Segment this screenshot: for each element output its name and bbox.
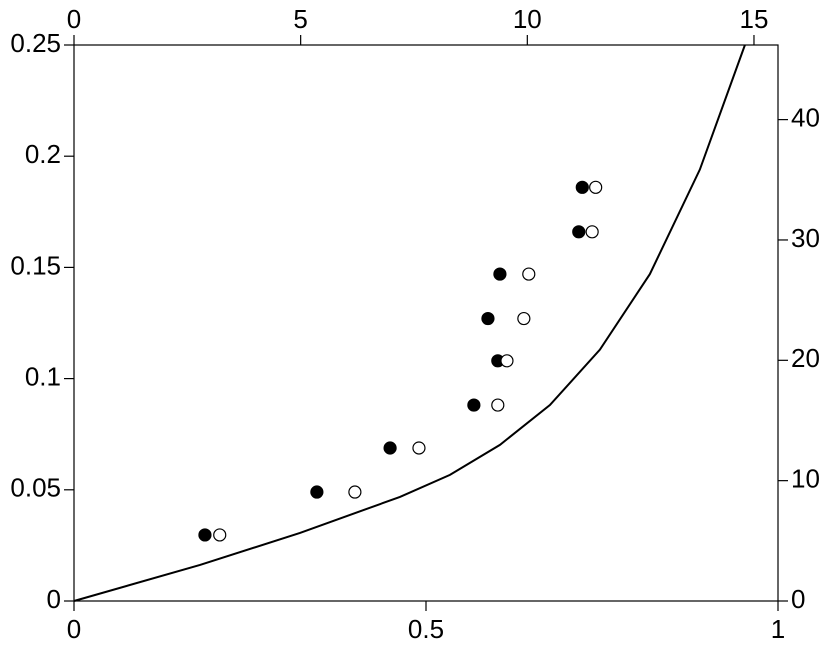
filled-point [198, 528, 212, 542]
open-point [585, 225, 599, 239]
x2-tick-label: 0 [67, 4, 81, 34]
filled-point [383, 441, 397, 455]
open-point [348, 485, 362, 499]
y-tick-label: 0.1 [25, 361, 61, 391]
open-point [500, 354, 514, 368]
open-point [517, 311, 531, 326]
open-point [491, 398, 505, 412]
filled-point [481, 311, 495, 326]
y-tick-label: 0.2 [25, 139, 61, 169]
x-tick-label: 0 [67, 614, 81, 643]
y-tick-label: 0.05 [10, 473, 61, 503]
plot-frame [73, 44, 779, 602]
open-point [213, 528, 227, 542]
open-point [522, 267, 536, 281]
x-tick-label: 1 [771, 614, 785, 643]
open-point [412, 441, 426, 455]
filled-point [575, 180, 589, 194]
x2-tick-label: 5 [293, 4, 307, 34]
filled-point [467, 398, 481, 412]
y-tick-label: 0.15 [10, 250, 61, 280]
x-tick-label: 0.5 [408, 614, 444, 643]
filled-point [493, 267, 507, 281]
y2-tick-label: 30 [791, 223, 820, 253]
filled-point [572, 225, 586, 239]
y2-tick-label: 10 [791, 464, 820, 494]
filled-point [310, 485, 324, 499]
open-point [589, 180, 603, 194]
x2-tick-label: 15 [740, 4, 769, 34]
y-tick-label: 0.25 [10, 28, 61, 58]
curve [73, 44, 746, 602]
x2-tick-label: 10 [513, 4, 542, 34]
y2-tick-label: 0 [791, 584, 805, 614]
y2-tick-label: 20 [791, 343, 820, 373]
y-tick-label: 0 [47, 584, 61, 614]
y2-tick-label: 40 [791, 102, 820, 132]
